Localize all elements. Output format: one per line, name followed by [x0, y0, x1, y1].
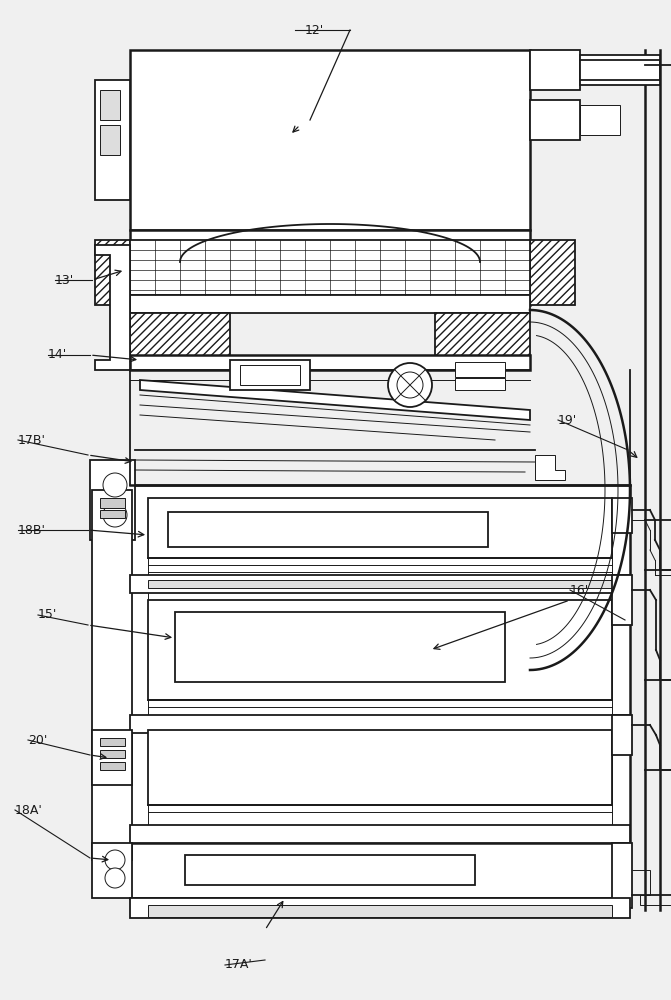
Text: 17B': 17B'	[18, 434, 46, 446]
Polygon shape	[95, 240, 130, 305]
Text: 14': 14'	[48, 349, 67, 361]
Bar	[130, 715, 630, 733]
Polygon shape	[140, 380, 530, 420]
Text: 17A': 17A'	[225, 958, 253, 972]
Bar	[148, 498, 612, 558]
Bar	[95, 80, 130, 200]
Bar	[175, 612, 505, 682]
Bar	[130, 843, 630, 898]
Bar	[148, 730, 612, 805]
Bar	[130, 230, 530, 305]
Bar	[240, 365, 300, 385]
Text: 16': 16'	[570, 584, 589, 596]
Bar	[130, 313, 230, 358]
Bar	[168, 512, 488, 547]
Bar	[92, 843, 132, 898]
Circle shape	[388, 363, 432, 407]
Bar	[100, 738, 125, 746]
Bar	[100, 498, 125, 508]
Text: 13': 13'	[55, 273, 74, 286]
Text: 20': 20'	[28, 734, 48, 746]
Polygon shape	[535, 455, 565, 480]
Circle shape	[397, 372, 423, 398]
Bar	[130, 825, 630, 843]
Bar	[130, 295, 530, 313]
Bar	[130, 485, 630, 870]
Polygon shape	[95, 245, 130, 370]
Bar	[100, 90, 120, 120]
Bar	[148, 600, 612, 700]
Bar	[612, 575, 632, 625]
Polygon shape	[530, 240, 575, 305]
Text: 18B': 18B'	[18, 524, 46, 536]
Bar	[612, 498, 632, 533]
Circle shape	[103, 503, 127, 527]
Bar	[92, 490, 132, 860]
Bar	[100, 750, 125, 758]
Circle shape	[103, 473, 127, 497]
Bar	[90, 460, 135, 540]
Text: 12': 12'	[305, 23, 324, 36]
Bar	[580, 105, 620, 135]
Bar	[530, 50, 580, 90]
Bar	[612, 843, 632, 908]
Bar	[100, 762, 125, 770]
Bar	[148, 580, 612, 588]
Bar	[130, 355, 530, 370]
Bar	[185, 855, 475, 885]
Bar	[580, 55, 660, 85]
Text: 18A': 18A'	[15, 804, 43, 816]
Bar	[130, 575, 630, 593]
Bar	[612, 715, 632, 755]
Bar	[435, 313, 530, 358]
Bar	[130, 240, 530, 295]
Bar	[148, 500, 612, 850]
Bar	[130, 50, 530, 230]
Bar	[130, 898, 630, 918]
Bar	[455, 362, 505, 377]
Bar	[230, 360, 310, 390]
Bar	[530, 100, 580, 140]
Bar	[100, 510, 125, 518]
Bar	[148, 905, 612, 917]
Text: 15': 15'	[38, 608, 58, 621]
Text: 19': 19'	[558, 414, 577, 426]
Circle shape	[105, 868, 125, 888]
Bar	[100, 125, 120, 155]
Bar	[455, 378, 505, 390]
Circle shape	[105, 850, 125, 870]
Bar	[92, 730, 132, 785]
